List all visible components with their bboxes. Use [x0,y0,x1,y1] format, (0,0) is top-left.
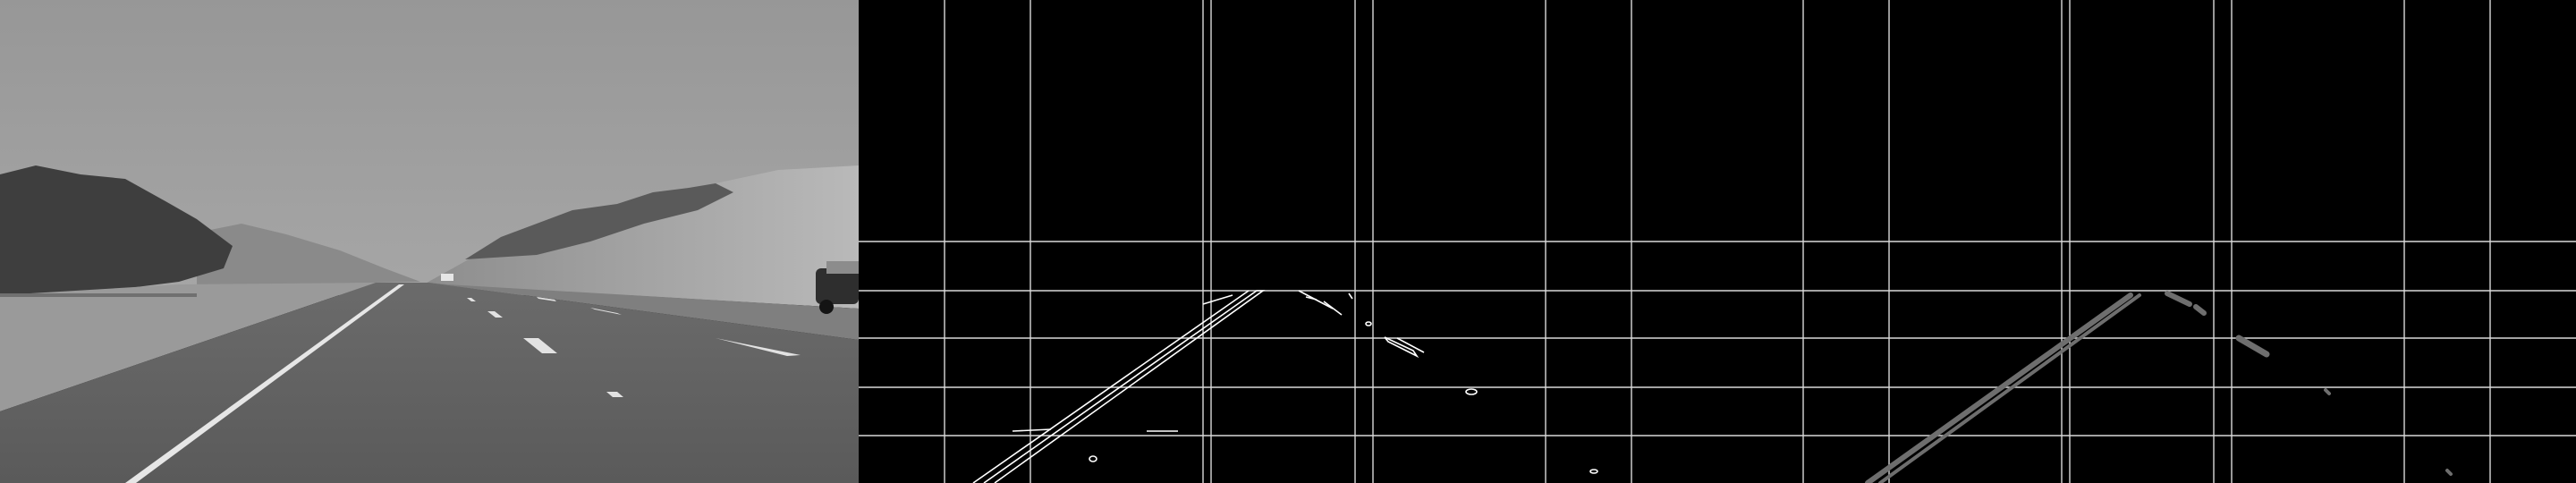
right-dash-segment-4 [2326,390,2329,394]
grid-overlay [859,0,1717,483]
distant-car [441,274,453,281]
canny-edges-panel [859,0,1717,483]
edge-map [859,0,1717,483]
hough-segments [1868,293,2451,483]
right-dash-segment-1 [2167,293,2190,304]
grid-overlay-hough [1717,0,2576,483]
right-dash-segment-3 [2239,338,2267,354]
right-dash-segment-5 [2447,470,2451,474]
left-lane-line-inner [1880,295,2140,483]
grayscale-road-panel [0,0,859,483]
hough-line-map [1717,0,2576,483]
right-dash-segment-2 [2196,307,2204,313]
grayscale-road-image [0,0,859,483]
hough-lines-panel [1717,0,2576,483]
guardrail [0,293,197,297]
left-lane-line [1868,295,2131,483]
